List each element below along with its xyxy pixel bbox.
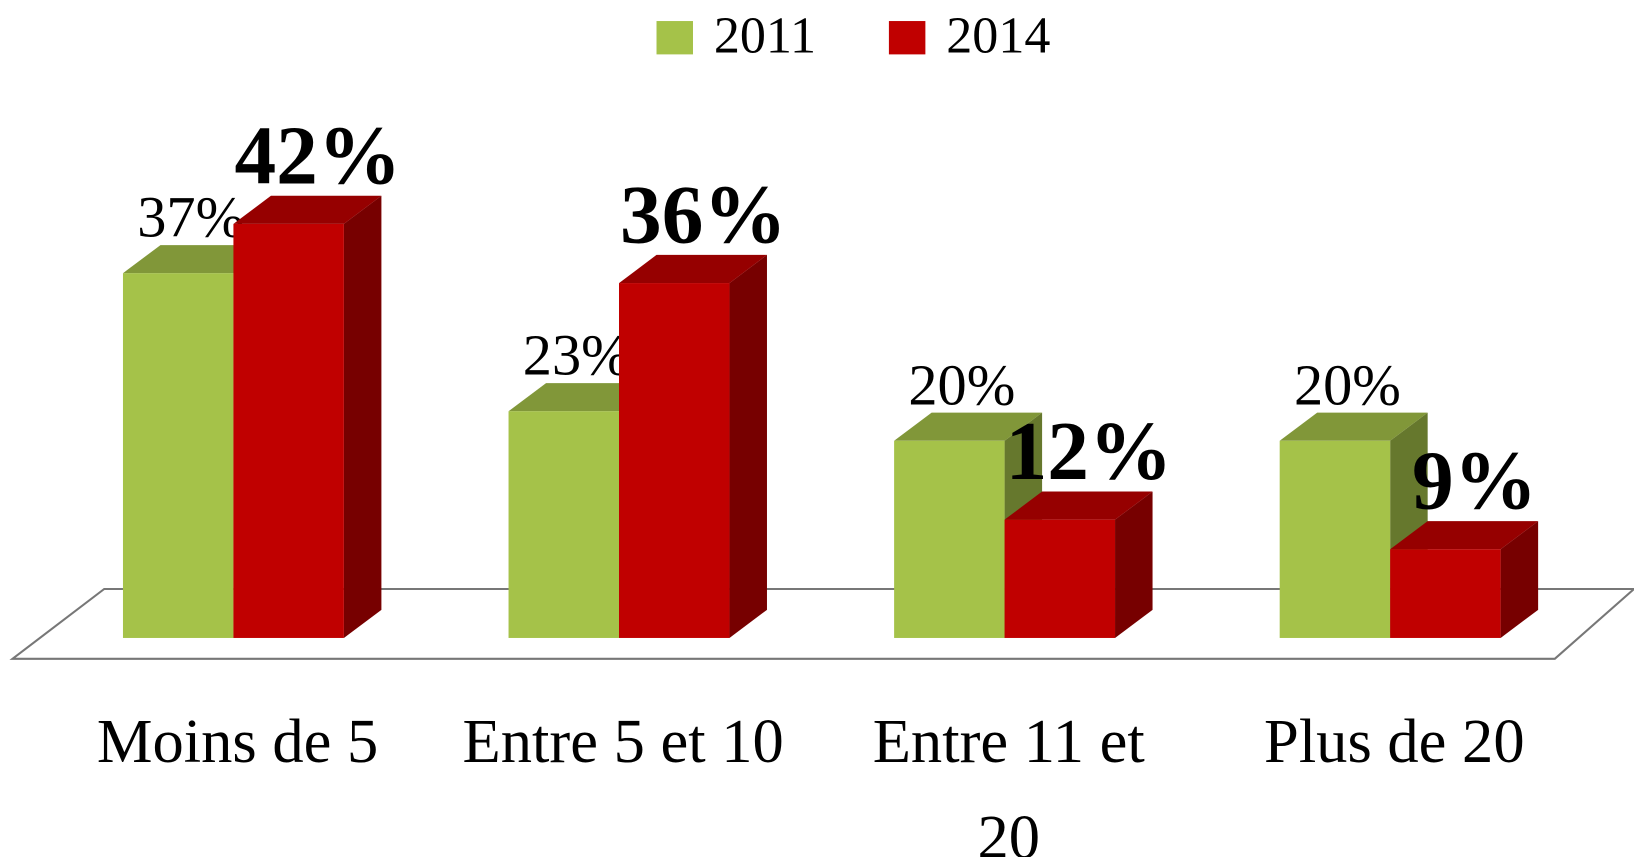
data-label: 42%	[234, 110, 401, 202]
bar-top	[1279, 412, 1428, 441]
bar	[619, 254, 767, 638]
bar	[233, 195, 382, 638]
bar-top	[619, 254, 767, 284]
bar	[1004, 491, 1153, 638]
bar-front	[1390, 549, 1501, 638]
x-tick-label-box: Plus de 20	[1264, 706, 1525, 776]
bar	[1390, 521, 1539, 638]
data-label: 20%	[1294, 352, 1401, 417]
bar-side	[1115, 491, 1153, 638]
bar-front	[894, 440, 1005, 638]
bar-top	[1004, 491, 1153, 520]
x-tick-label-box: Entre 5 et 10	[462, 706, 784, 776]
bar-front	[233, 223, 344, 638]
bar-top	[894, 412, 1043, 441]
bar-front	[1279, 440, 1391, 638]
data-label: 20%	[908, 352, 1015, 417]
bar-top	[1390, 521, 1539, 550]
bar-side	[729, 254, 767, 638]
data-label: 9%	[1412, 436, 1537, 528]
x-tick-label-box: Entre 11 et 20	[872, 706, 1145, 857]
bar-side	[343, 195, 382, 638]
legend-swatch	[656, 21, 693, 55]
x-tick-label: Entre 5 et 10	[462, 706, 784, 776]
x-tick-label: Entre 11 et 20	[872, 706, 1145, 857]
bar	[1279, 412, 1428, 638]
x-tick-label: Moins de 5	[96, 706, 379, 776]
legend-swatch	[888, 21, 926, 55]
bar-front	[508, 411, 620, 638]
data-label: 23%	[523, 323, 630, 388]
bar-front	[1004, 519, 1116, 638]
x-tick-label: Plus de 20	[1264, 706, 1525, 776]
data-label: 36%	[620, 169, 787, 261]
legend-label: 2014	[946, 7, 1050, 64]
data-label: 37%	[137, 185, 244, 250]
x-tick-label-box: Moins de 5	[96, 706, 379, 776]
data-label: 12%	[1006, 406, 1173, 498]
floor	[9, 587, 1634, 660]
bar-front	[122, 273, 234, 638]
legend-label: 2011	[714, 7, 816, 64]
bar-side	[1500, 521, 1539, 638]
bar-front	[619, 283, 730, 638]
bar-top	[233, 195, 382, 224]
